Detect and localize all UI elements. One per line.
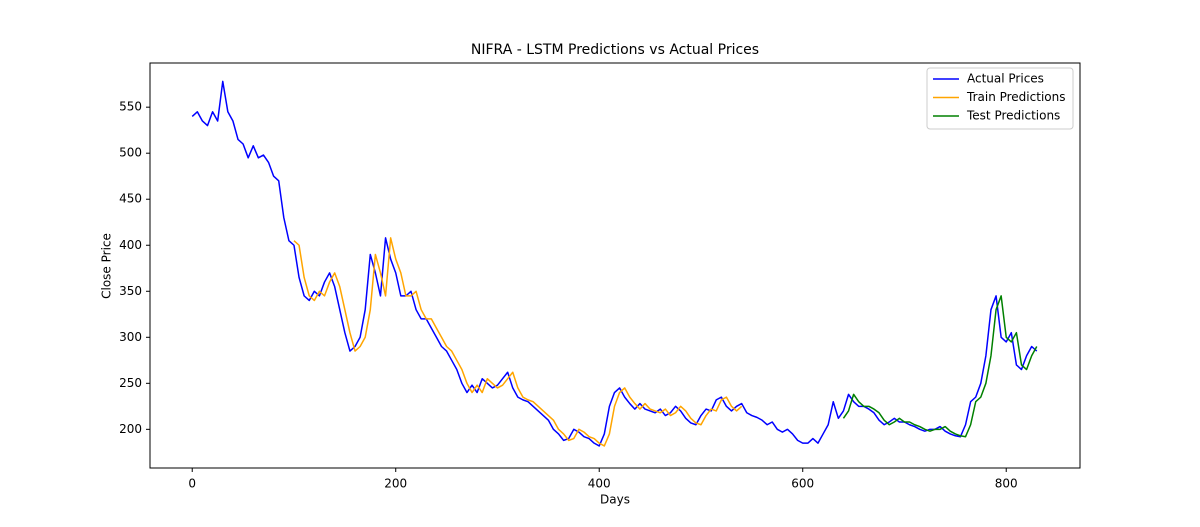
y-tick-label: 500 <box>119 146 142 160</box>
y-tick-label: 250 <box>119 376 142 390</box>
plot-frame <box>149 62 1081 469</box>
y-tick-label: 200 <box>119 422 142 436</box>
x-tick-label: 200 <box>384 477 407 491</box>
legend-label: Actual Prices <box>967 72 1044 86</box>
x-tick-label: 0 <box>188 477 196 491</box>
legend-box <box>926 67 1074 130</box>
y-tick-label: 550 <box>119 100 142 114</box>
legend-label: Train Predictions <box>966 90 1065 104</box>
x-axis-label: Days <box>600 493 630 507</box>
legend: Actual Prices Train Predictions Test Predi… <box>926 67 1074 130</box>
y-tick-label: 350 <box>119 284 142 298</box>
line-series <box>293 237 743 447</box>
y-tick-label: 450 <box>119 192 142 206</box>
x-tick-label: 400 <box>588 477 611 491</box>
legend-label: Test Predictions <box>966 109 1060 123</box>
y-axis-label: Close Price <box>100 233 114 299</box>
y-tick-label: 300 <box>119 330 142 344</box>
chart-title: NIFRA - LSTM Predictions vs Actual Price… <box>471 42 759 58</box>
y-tick-label: 400 <box>119 238 142 252</box>
x-tick-label: 600 <box>791 477 814 491</box>
line-series <box>842 295 1038 438</box>
line-series <box>191 80 1038 447</box>
x-tick-label: 800 <box>995 477 1018 491</box>
